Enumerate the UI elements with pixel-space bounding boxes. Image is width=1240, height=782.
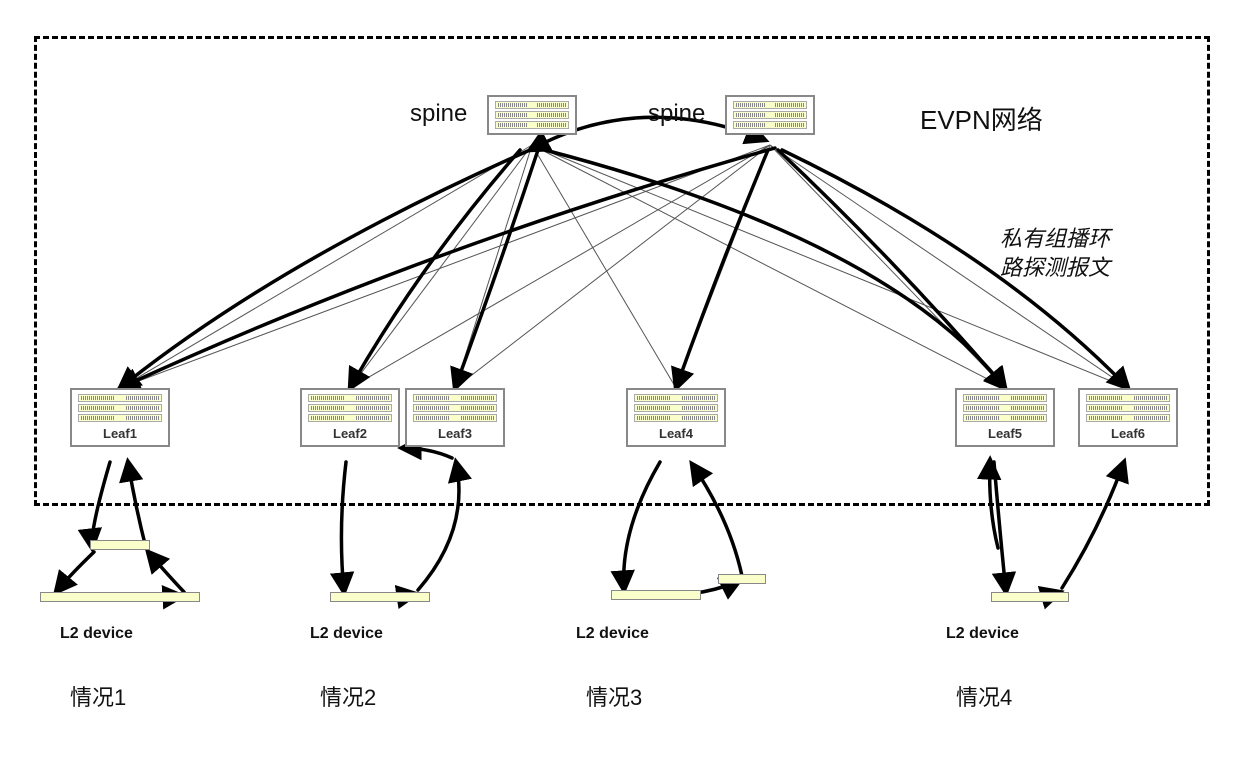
annotation-text: 私有组播环 路探测报文 (1000, 225, 1110, 282)
case-label-2: 情况3 (586, 680, 642, 712)
leaf5-label: Leaf5 (988, 426, 1022, 441)
spine2-label: spine (648, 100, 705, 128)
leaf6-node: Leaf6 (1078, 388, 1178, 447)
leaf1-label: Leaf1 (103, 426, 137, 441)
leaf4-label: Leaf4 (659, 426, 693, 441)
l2d3-bottom (611, 590, 701, 600)
case-label-0: 情况1 (70, 680, 126, 712)
l2d2-bottom (330, 592, 430, 602)
l2-label-3: L2 device (946, 625, 1019, 643)
annotation-line2: 路探测报文 (1000, 254, 1110, 283)
annotation-line1: 私有组播环 (1000, 225, 1110, 254)
leaf3-label: Leaf3 (438, 426, 472, 441)
diagram-title: EVPN网络 (920, 100, 1043, 137)
l2-label-1: L2 device (310, 625, 383, 643)
spine1-label: spine (410, 100, 467, 128)
spine2-node (725, 95, 815, 135)
l2d1-top (90, 540, 150, 550)
l2d3-extra (718, 574, 766, 584)
case-label-3: 情况4 (956, 680, 1012, 712)
l2-label-0: L2 device (60, 625, 133, 643)
leaf2-node: Leaf2 (300, 388, 400, 447)
case-label-1: 情况2 (320, 680, 376, 712)
leaf4-node: Leaf4 (626, 388, 726, 447)
spine1-node (487, 95, 577, 135)
l2-label-2: L2 device (576, 625, 649, 643)
leaf6-label: Leaf6 (1111, 426, 1145, 441)
l2d1-bottom (40, 592, 200, 602)
leaf1-node: Leaf1 (70, 388, 170, 447)
leaf3-node: Leaf3 (405, 388, 505, 447)
l2d4-bottom (991, 592, 1069, 602)
leaf5-node: Leaf5 (955, 388, 1055, 447)
leaf2-label: Leaf2 (333, 426, 367, 441)
